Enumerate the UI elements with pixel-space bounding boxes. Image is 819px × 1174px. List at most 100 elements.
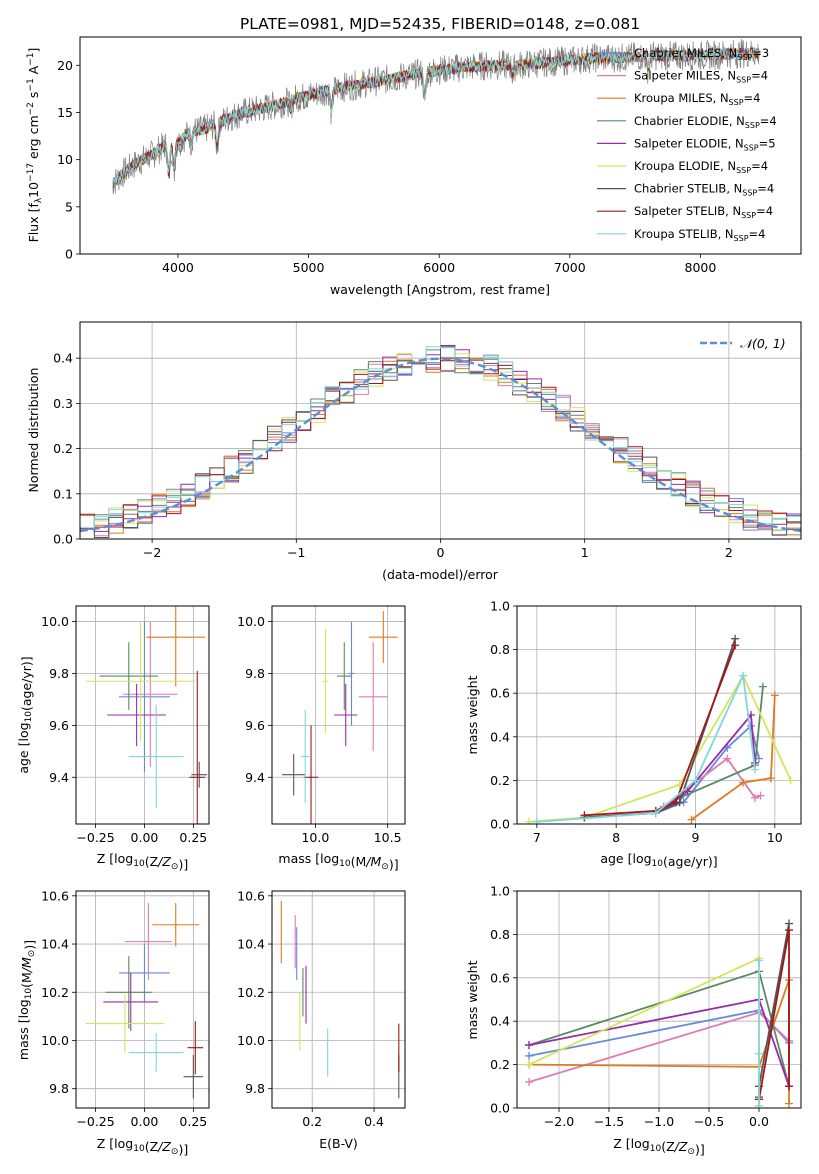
y-tick-label: 10.0 [237,1033,265,1048]
y-tick-label: 10.4 [237,937,265,952]
y-tick-label: 10.6 [41,888,69,903]
y-tick-label: 0.1 [53,486,73,501]
y-tick-label: 9.8 [49,1081,69,1096]
weight-marker [525,1041,533,1050]
age_vs_Z-xlabel: Z [log10(Z/Z⊙)] [97,851,188,872]
y-tick-label: 0.4 [490,1014,510,1029]
weight-marker [691,776,700,785]
legend-gaussian-label: 𝒩(0, 1) [740,336,786,351]
x-tick-label: 0.25 [179,830,207,845]
weight_vs_age-xlabel: age [log10(age/yr)] [600,851,717,869]
y-tick-label: 9.4 [49,770,69,785]
weight_vs_Z-frame [516,890,802,1109]
y-tick-label: 9.8 [245,666,265,681]
weight-marker [756,791,765,800]
x-tick-label: 10.5 [374,830,402,845]
x-tick-label: 0.00 [131,1114,159,1129]
weight_vs_Z-axes: −2.0 −1.5 −1.0 −0.5 0.0 0.0 0.2 0.4 0.6 0.8 1.0 [490,884,801,1129]
weight-marker [755,1049,763,1058]
legend-label: Salpeter ELODIE, NSSP=5 [634,136,776,152]
spectrum-model-kroupa-stelib [112,46,760,188]
weight-marker [532,817,541,824]
y-tick-label: 0.2 [53,441,73,456]
y-tick-label: 1.0 [490,884,510,899]
weight-marker [739,778,748,787]
x-tick-label: −2.0 [544,1114,574,1129]
y-tick-label: 0.3 [53,396,73,411]
residuals-axes: −2 −1 0 1 2 0.0 0.1 0.2 0.3 0.4 [53,322,801,560]
y-tick-label: 10 [57,152,73,167]
age_vs_Z-ylabel: age [log10(age/yr)] [16,656,34,773]
age_vs_mass-plot [282,611,398,824]
legend-label: Chabrier STELIB, NSSP=4 [634,182,774,198]
x-tick-label: 0.2 [302,1114,322,1129]
y-tick-label: 10.0 [237,614,265,629]
weight_vs_age-ylabel: mass weight [465,675,480,754]
hist-chabrier-stelib [80,346,801,538]
spectrum-ylabel: Flux [fλ10−17 erg cm−2 s−1 A−1] [26,48,44,243]
y-tick-label: 9.6 [49,718,69,733]
hist-kroupa-miles [80,360,801,534]
legend-label: Chabrier MILES, NSSP=3 [634,46,769,62]
weight-line-salpeter-stelib [584,644,737,817]
hist-kroupa-stelib [80,346,801,529]
y-tick-label: 10.4 [41,937,69,952]
weight-marker [525,1051,533,1060]
legend-label: Kroupa STELIB, NSSP=4 [634,227,765,243]
x-tick-label: 2 [725,545,733,560]
mass_vs_ebv-frame [271,890,406,1109]
weight-marker [750,793,759,802]
x-tick-label: 9 [692,830,700,845]
x-tick-label: 0.25 [179,1114,207,1129]
x-tick-label: 0.4 [364,1114,384,1129]
y-tick-label: 0.6 [490,686,510,701]
x-tick-label: 8000 [685,260,717,275]
y-tick-label: 0.0 [53,532,73,547]
weight-marker [683,787,692,796]
legend-label: Kroupa MILES, NSSP=4 [634,91,760,107]
weight-marker [723,754,732,763]
y-tick-label: 0.8 [490,642,510,657]
mass_vs_ebv-axes: 0.2 0.4 9.8 10.0 10.2 10.4 10.6 [237,888,405,1129]
age_vs_Z-plot [85,606,208,824]
x-tick-label: −0.25 [76,830,114,845]
weight-marker [750,765,759,774]
hist-salpeter-stelib [80,359,801,528]
y-tick-label: 9.8 [245,1081,265,1096]
weight-marker [785,1082,793,1091]
y-tick-label: 10.6 [237,888,265,903]
y-tick-label: 20 [57,58,73,73]
x-tick-label: 1 [581,545,589,560]
weight-marker [785,926,793,935]
x-tick-label: −1.5 [594,1114,624,1129]
mass_vs_Z-ylabel: mass [log10(M/M⊙)] [16,940,37,1060]
residuals-xlabel: (data-model)/error [382,567,499,582]
x-tick-label: 0.0 [749,1114,769,1129]
y-tick-label: 9.8 [49,666,69,681]
x-tick-label: 7000 [554,260,586,275]
y-tick-label: 9.6 [245,718,265,733]
age_vs_mass-frame [271,605,406,825]
y-tick-label: 1.0 [490,599,510,614]
mass_vs_ebv-xlabel: E(B-V) [319,1136,358,1151]
gaussian-curve [80,357,801,533]
y-tick-label: 10.0 [41,1033,69,1048]
y-tick-label: 0.0 [490,817,510,832]
x-tick-label: 10 [767,830,783,845]
weight-line-kroupa-elodie [528,673,792,823]
weight-line-kroupa-miles [690,695,776,821]
age_vs_mass-xlabel: mass [log10(M/M⊙)] [278,851,398,872]
y-tick-label: 0.4 [53,351,73,366]
weight-marker [524,817,533,824]
weight-marker [671,798,680,807]
weight-marker [758,682,767,691]
weight-marker [731,641,740,650]
weight-marker [739,671,748,680]
spectrum-xlabel: wavelength [Angstrom, rest frame] [330,282,550,297]
y-tick-label: 15 [57,105,73,120]
weight-marker [525,1077,533,1086]
weight-marker [651,809,660,818]
mass_vs_Z-xlabel: Z [log10(Z/Z⊙)] [97,1136,188,1157]
weight_vs_age-axes: 7 8 9 10 0.0 0.2 0.4 0.6 0.8 1.0 [490,599,801,845]
